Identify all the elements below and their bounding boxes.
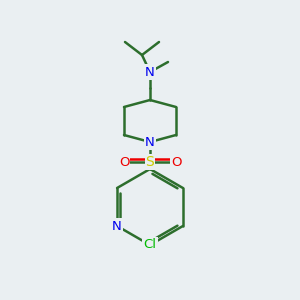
Text: O: O [171, 155, 181, 169]
Text: Cl: Cl [143, 238, 157, 251]
Text: N: N [112, 220, 122, 232]
Text: O: O [119, 155, 129, 169]
Text: N: N [145, 136, 155, 148]
Text: N: N [145, 65, 155, 79]
Text: S: S [146, 155, 154, 169]
